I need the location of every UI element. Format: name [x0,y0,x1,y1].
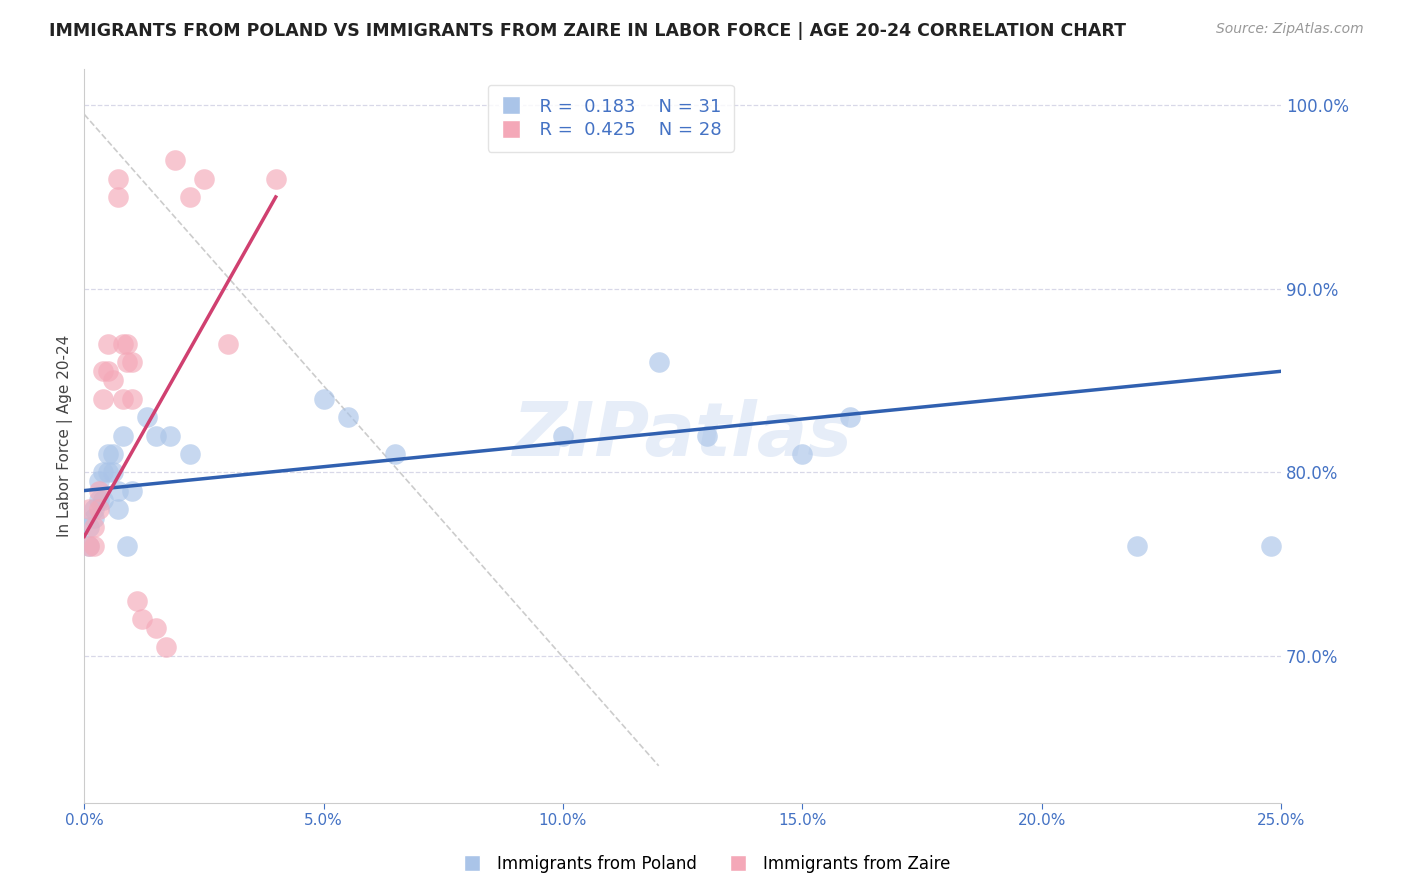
Point [193,171,215,186]
Point [97,364,120,378]
Y-axis label: In Labor Force | Age 20-24: In Labor Force | Age 20-24 [58,334,73,537]
Point [121,355,143,369]
Point [101,465,124,479]
Point [87,492,110,507]
Legend:   R =  0.183    N = 31,   R =  0.425    N = 28: R = 0.183 N = 31, R = 0.425 N = 28 [488,85,734,152]
Point [107,483,129,498]
Point [647,355,669,369]
Point [77,539,100,553]
Point [111,392,134,406]
Point [696,428,718,442]
Point [83,502,105,516]
Point [111,336,134,351]
Point [87,502,110,516]
Point [1126,539,1149,553]
Point [145,428,167,442]
Text: Source: ZipAtlas.com: Source: ZipAtlas.com [1216,22,1364,37]
Point [97,447,120,461]
Point [83,520,105,534]
Point [87,483,110,498]
Point [312,392,335,406]
Point [217,336,239,351]
Point [117,336,139,351]
Point [121,483,143,498]
Point [159,428,181,442]
Point [107,190,129,204]
Point [83,539,105,553]
Point [93,492,115,507]
Point [93,465,115,479]
Point [117,355,139,369]
Point [1260,539,1282,553]
Point [551,428,574,442]
Point [336,410,359,425]
Text: ZIPatlas: ZIPatlas [513,399,852,472]
Point [97,465,120,479]
Point [87,475,110,489]
Point [155,640,177,654]
Point [384,447,406,461]
Text: IMMIGRANTS FROM POLAND VS IMMIGRANTS FROM ZAIRE IN LABOR FORCE | AGE 20-24 CORRE: IMMIGRANTS FROM POLAND VS IMMIGRANTS FRO… [49,22,1126,40]
Point [83,511,105,525]
Point [77,520,100,534]
Point [107,171,129,186]
Point [101,447,124,461]
Point [93,392,115,406]
Point [135,410,157,425]
Point [125,593,148,607]
Point [77,502,100,516]
Point [179,190,201,204]
Point [179,447,201,461]
Point [77,539,100,553]
Point [131,612,153,626]
Point [101,374,124,388]
Point [264,171,287,186]
Point [111,428,134,442]
Point [839,410,862,425]
Point [93,364,115,378]
Legend: Immigrants from Poland, Immigrants from Zaire: Immigrants from Poland, Immigrants from … [449,848,957,880]
Point [117,539,139,553]
Point [792,447,814,461]
Point [145,621,167,635]
Point [121,392,143,406]
Point [97,336,120,351]
Point [165,153,187,168]
Point [107,502,129,516]
